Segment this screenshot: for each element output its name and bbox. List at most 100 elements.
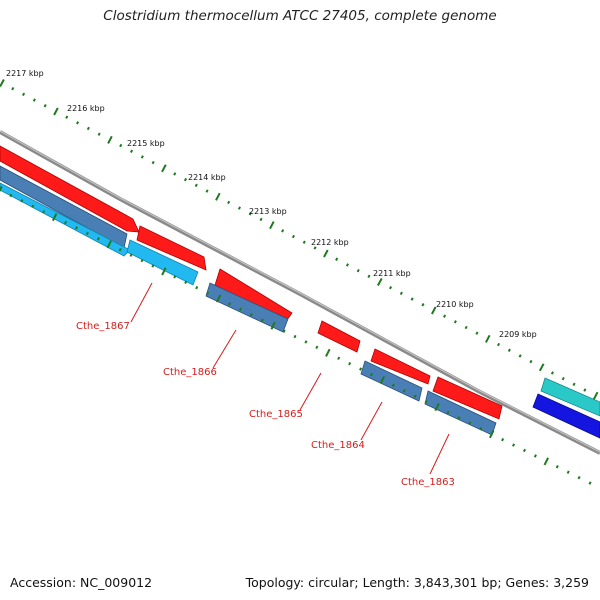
scale-minor-tick <box>140 258 144 263</box>
scale-minor-tick <box>282 329 286 333</box>
scale-minor-tick <box>183 177 188 182</box>
scale-minor-tick <box>195 285 199 290</box>
scale-minor-tick <box>566 470 570 474</box>
scale-minor-tick <box>31 204 35 208</box>
scale-dots-inner <box>0 185 592 485</box>
cds-arrow <box>0 145 140 233</box>
scale-minor-tick <box>227 302 231 306</box>
tick-labels: 2217 kbp 2216 kbp 2215 kbp 2214 kbp 2213… <box>6 69 537 339</box>
scale-minor-tick <box>173 172 177 176</box>
scale-minor-tick <box>402 389 406 393</box>
scale-minor-tick <box>367 274 371 279</box>
scale-minor-tick <box>173 275 177 279</box>
scale-minor-tick <box>337 356 341 360</box>
scale-minor-tick <box>464 325 468 330</box>
scale-minor-tick <box>9 193 13 198</box>
scale-minor-tick <box>140 155 144 159</box>
scale-minor-tick <box>194 183 198 188</box>
scale-minor-tick <box>259 217 263 222</box>
scale-minor-tick <box>446 410 450 415</box>
tick-label: 2213 kbp <box>249 207 287 216</box>
cds-bar <box>360 360 423 402</box>
scale-minor-tick <box>227 200 231 205</box>
leader-line <box>429 433 450 475</box>
scale-major-tick <box>434 403 440 412</box>
scale-major-tick <box>431 306 437 315</box>
scale-minor-tick <box>533 454 537 458</box>
scale-minor-tick <box>248 212 252 216</box>
tick-label: 2212 kbp <box>311 238 349 247</box>
scale-minor-tick <box>43 104 47 108</box>
leader-line <box>212 329 237 369</box>
scale-minor-tick <box>151 264 155 268</box>
scale-minor-tick <box>421 303 425 307</box>
scale-minor-tick <box>129 253 133 257</box>
scale-minor-tick <box>424 399 428 404</box>
scale-minor-tick <box>391 383 395 388</box>
scale-major-tick <box>52 213 58 222</box>
reverse-cds-track <box>0 165 497 436</box>
scale-minor-tick <box>293 334 297 339</box>
scale-minor-tick <box>572 382 576 387</box>
scale-minor-tick <box>119 143 123 148</box>
scale-major-tick <box>53 107 59 116</box>
gene-label: Cthe_1866 <box>163 367 217 378</box>
scale-minor-tick <box>501 437 505 442</box>
scale-minor-tick <box>369 372 374 377</box>
scale-minor-tick <box>85 231 89 236</box>
scale-major-tick <box>325 348 331 357</box>
cds-arrow <box>136 225 207 271</box>
scale-minor-tick <box>151 160 155 165</box>
tick-label: 2215 kbp <box>127 139 165 148</box>
leader-line <box>360 401 383 441</box>
scale-minor-tick <box>348 361 352 366</box>
scale-minor-tick <box>479 427 483 431</box>
scale-minor-tick <box>74 226 79 230</box>
scale-minor-tick <box>313 246 317 250</box>
scale-minor-tick <box>522 448 527 453</box>
scale-major-tick <box>161 267 167 276</box>
scale-minor-tick <box>453 320 457 324</box>
scale-minor-tick <box>588 481 592 485</box>
scale-minor-tick <box>550 371 554 375</box>
scale-minor-tick <box>529 359 533 364</box>
scale-major-tick <box>543 457 549 466</box>
scale-minor-tick <box>359 367 363 371</box>
cds-bar <box>126 239 199 286</box>
scale-minor-tick <box>512 443 516 447</box>
scale-dots-outer <box>0 79 599 400</box>
scale-minor-tick <box>345 263 349 267</box>
scale-minor-tick <box>76 121 80 125</box>
scale-major-tick <box>489 430 495 439</box>
scale-major-tick <box>215 294 222 303</box>
leader-line <box>299 372 322 411</box>
leader-line <box>130 282 153 323</box>
scale-minor-tick <box>577 475 581 480</box>
gene-label: Cthe_1863 <box>401 477 455 488</box>
scale-minor-tick <box>281 229 285 233</box>
scale-minor-tick <box>22 92 26 97</box>
scale-minor-tick <box>64 220 68 225</box>
scale-minor-tick <box>20 199 24 203</box>
scale-major-tick <box>379 375 386 384</box>
scale-minor-tick <box>475 331 479 335</box>
scale-minor-tick <box>206 291 210 295</box>
scale-minor-tick <box>304 340 308 344</box>
scale-major-tick <box>538 363 545 372</box>
tick-label: 2210 kbp <box>436 300 474 309</box>
tick-label: 2209 kbp <box>499 330 537 339</box>
gene-labels: Cthe_1867 Cthe_1866 Cthe_1865 Cthe_1864 … <box>76 321 455 488</box>
genome-backbone <box>0 130 600 455</box>
scale-minor-tick <box>389 286 393 290</box>
gene-label: Cthe_1865 <box>249 409 303 420</box>
scale-major-tick <box>269 221 275 230</box>
scale-minor-tick <box>184 280 188 284</box>
accession-text: Accession: NC_009012 <box>10 575 153 590</box>
scale-major-tick <box>592 391 599 400</box>
scale-minor-tick <box>302 240 306 244</box>
scale-minor-tick <box>11 86 15 91</box>
scale-minor-tick <box>32 98 36 102</box>
scale-minor-tick <box>42 210 46 214</box>
